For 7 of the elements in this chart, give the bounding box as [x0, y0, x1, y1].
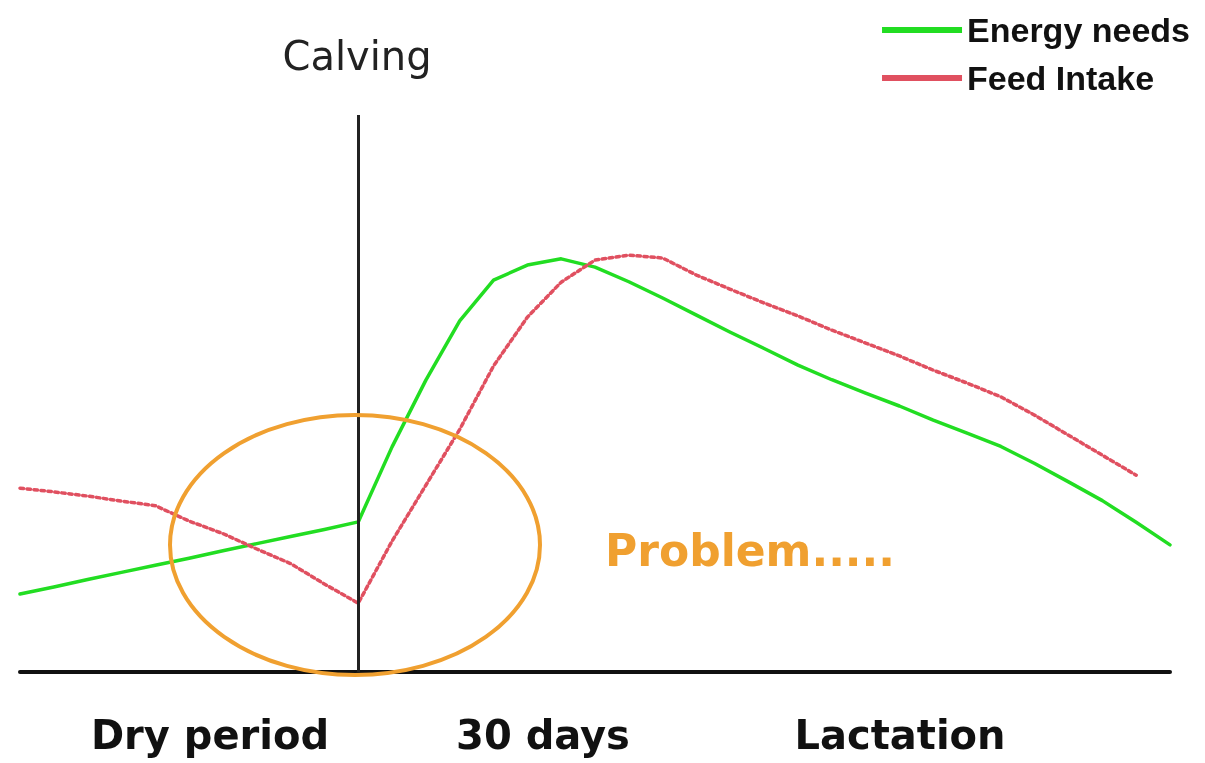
- text: 30 days: [456, 712, 630, 758]
- annotation: Problem.....: [604, 524, 896, 576]
- text: Calving: [282, 33, 432, 79]
- text: Dry period: [90, 712, 330, 758]
- text: Lactation: [794, 712, 1006, 758]
- legend-label: Feed Intake: [967, 59, 1155, 97]
- legend-label: Energy needs: [967, 11, 1191, 49]
